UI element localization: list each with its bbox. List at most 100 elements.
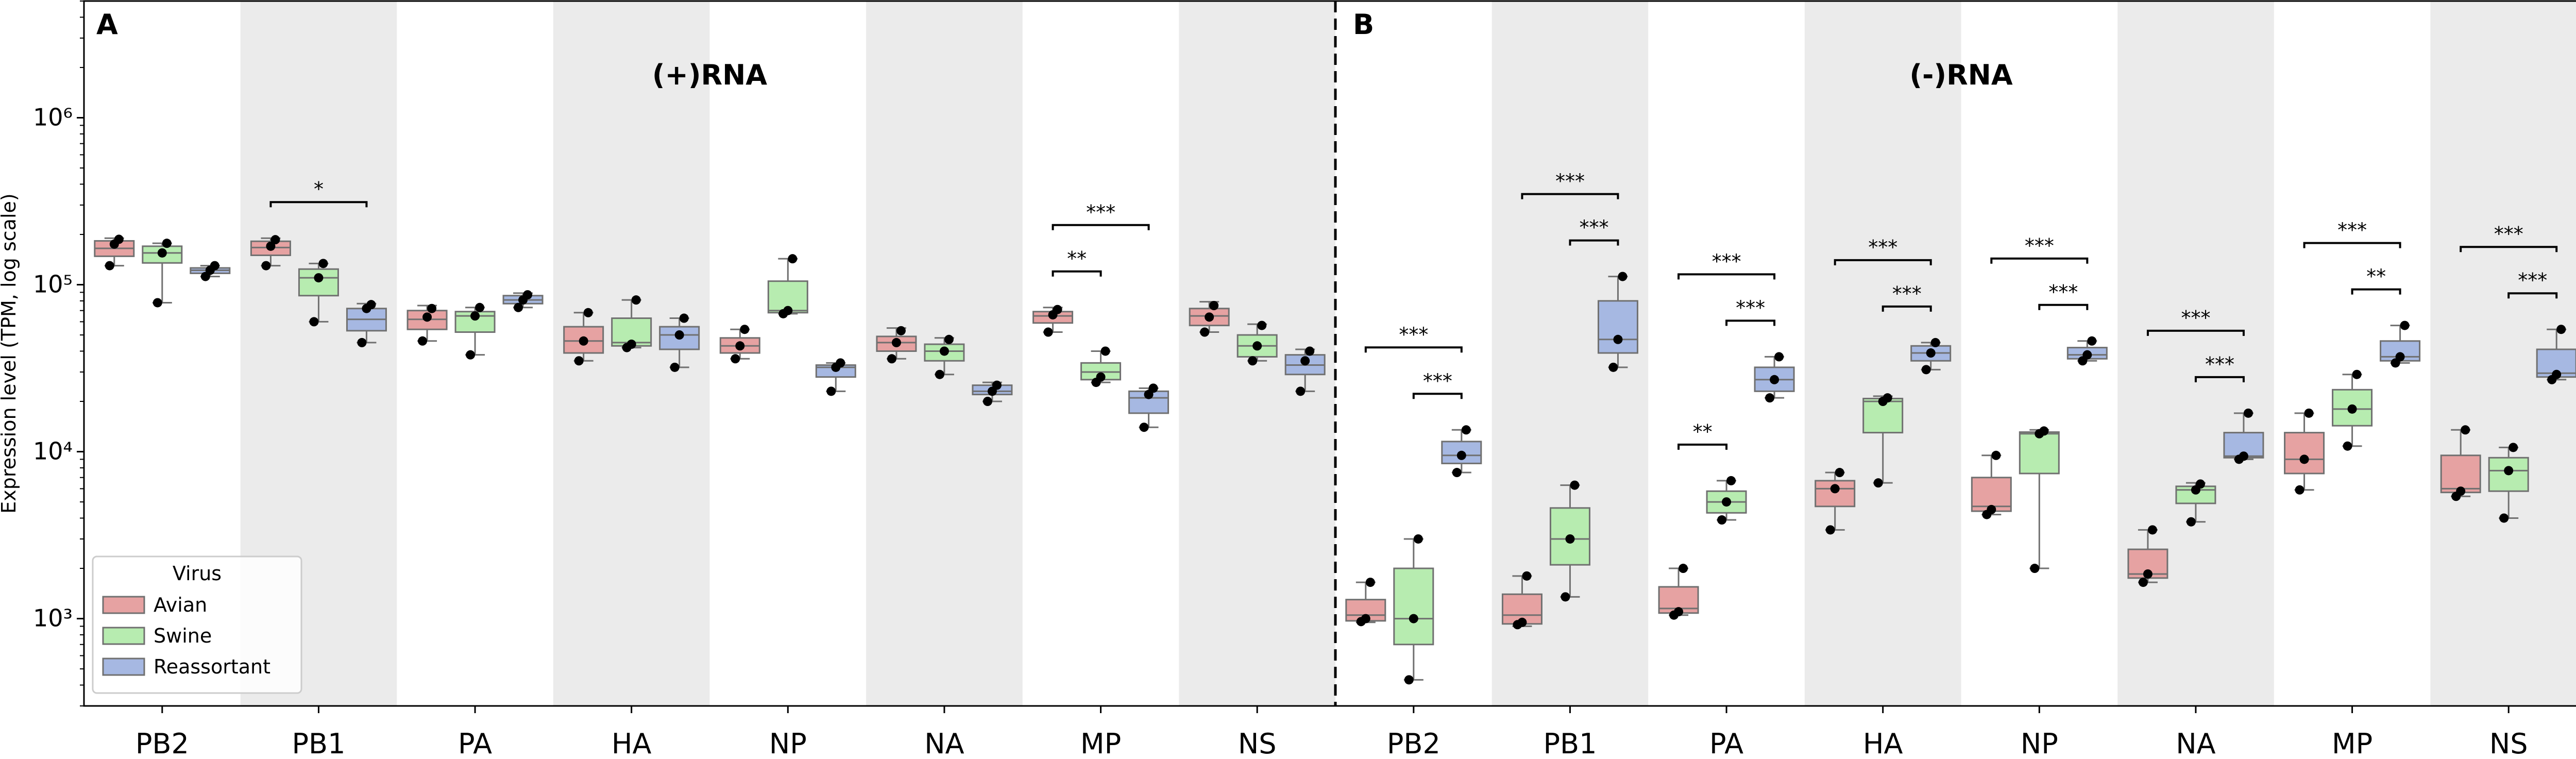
data-point [2456,486,2466,496]
box-pa-a-reassortant [502,290,544,312]
box-iqr [2284,432,2325,475]
data-point [1200,327,1210,337]
data-point [2186,517,2196,527]
box-ns-a-swine [1236,321,1278,366]
sig-mp-a: ** [1052,247,1102,277]
sig-label: *** [1868,236,1897,259]
sig-label: ** [1067,247,1087,270]
legend-title: Virus [173,562,222,585]
data-point [1300,356,1310,366]
box-na-a-swine [924,334,965,379]
data-point [210,261,219,271]
box-iqr [1597,300,1638,354]
box-mp-a-reassortant [1128,383,1170,432]
data-point [523,290,533,300]
box-mp-a-avian [1032,305,1074,337]
data-point [475,302,485,312]
x-tick-label-ns-a: NS [1238,728,1277,759]
data-point [1726,476,1736,485]
sig-pb1-a: * [269,178,368,208]
data-point [2395,352,2405,362]
sig-label: ** [1693,420,1713,443]
data-point [735,341,745,351]
sig-ns-b: *** [2460,223,2558,252]
sig-bracket [1569,239,1619,246]
box-ha-b-avian [1815,468,1856,535]
sig-label: *** [1579,216,1608,239]
legend-label-swine: Swine [154,625,212,647]
sig-bracket [2351,288,2401,295]
sig-np-b: *** [1990,234,2089,264]
data-point [1139,423,1149,432]
data-point [1248,356,1258,366]
sig-label: *** [2337,219,2367,242]
data-point [1561,592,1570,602]
data-point [1830,484,1840,494]
sig-label: ** [2366,265,2386,288]
data-point [740,325,750,334]
data-point [427,303,437,313]
data-point [1674,607,1684,617]
sig-bracket [2460,246,2558,252]
data-point [1296,386,1306,396]
x-tick-label-pa-b: PA [1709,728,1743,759]
data-point [1053,305,1062,314]
data-point [1305,346,1315,356]
box-mp-a-swine [1080,346,1122,387]
box-pb1-a-swine [298,259,339,327]
data-point [1252,341,1262,351]
sig-bracket [1521,193,1619,199]
data-point [1365,578,1375,587]
sig-label: *** [1555,170,1585,193]
data-point [2400,321,2410,330]
data-point [1618,272,1628,281]
x-tick-label-np-a: NP [769,728,807,759]
sig-bracket [2507,292,2558,299]
data-point [2343,441,2352,451]
sig-label: *** [1712,250,1741,273]
box-np-b-avian [1971,450,2012,519]
box-ns-a-reassortant [1284,346,1326,396]
data-point [674,330,684,340]
box-iqr [1393,567,1434,646]
data-point [309,317,319,327]
data-point [1825,525,1835,535]
sig-label: *** [2048,281,2078,303]
box-ha-a-reassortant [659,313,700,372]
x-tick-label-mp-a: MP [1080,728,1121,759]
data-point [679,313,689,323]
box-iqr [2440,454,2481,494]
x-tick-label-ns-b: NS [2489,728,2528,759]
data-point [887,354,896,364]
sig-bracket [1677,273,1776,280]
data-point [2295,485,2304,495]
data-point [1456,450,1466,460]
sig-label: *** [1736,296,1765,319]
box-np-a-reassortant [815,358,856,396]
x-tick-label-pb2-a: PB2 [135,728,189,759]
data-point [1835,468,1844,478]
data-point [2030,564,2040,574]
box-pa-a-avian [406,303,448,346]
legend: Virus Avian Swine Reassortant [92,555,302,694]
box-na-b-swine [2175,479,2216,527]
box-pb1-a-reassortant [346,300,387,347]
data-point [626,340,636,349]
box-ha-b-reassortant [1910,338,1952,375]
box-na-b-reassortant [2223,408,2264,464]
y-tick-label: 10⁴ [33,437,73,465]
data-point [152,298,162,308]
data-point [670,362,680,372]
x-tick-label-mp-b: MP [2332,728,2372,759]
data-point [357,338,367,347]
data-point [1148,383,1158,393]
sig-pa-b: ** [1677,420,1728,450]
box-np-a-avian [719,325,760,364]
data-point [896,326,906,335]
sig-mp-b: *** [2303,219,2401,248]
data-point [2352,369,2362,379]
data-point [2499,513,2509,523]
box-mp-b-reassortant [2380,321,2421,368]
data-point [2556,325,2566,334]
data-point [1570,480,1580,490]
